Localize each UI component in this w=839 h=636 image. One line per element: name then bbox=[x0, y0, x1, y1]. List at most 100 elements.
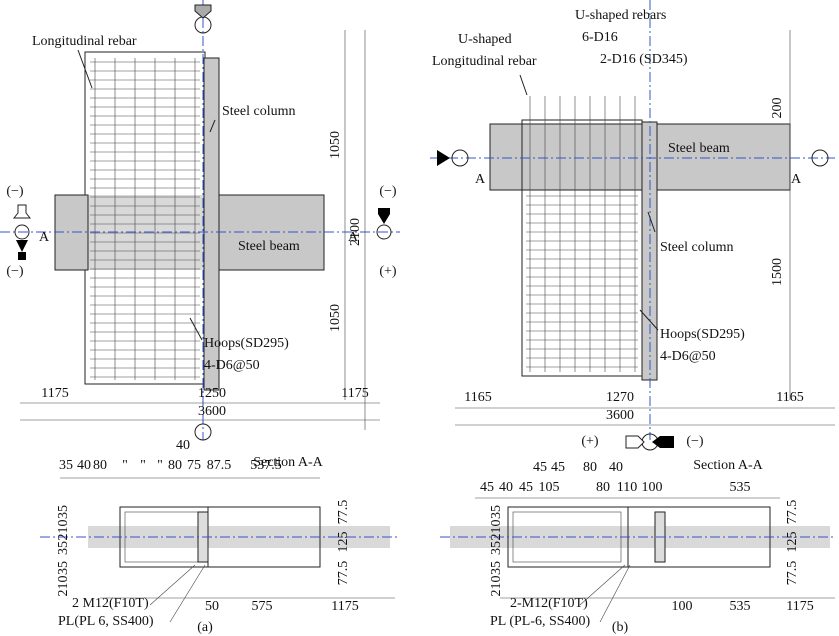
leader bbox=[520, 75, 527, 95]
label: 105 bbox=[539, 480, 560, 495]
label: PL (PL-6, SS400) bbox=[490, 614, 591, 629]
label: (+) bbox=[379, 264, 397, 279]
label: 1050 bbox=[328, 304, 343, 332]
label: 80 bbox=[168, 458, 182, 473]
load-arrow bbox=[626, 436, 644, 448]
label: Section A-A bbox=[693, 458, 763, 473]
label: (+) bbox=[581, 434, 599, 449]
label: 1270 bbox=[606, 390, 634, 405]
label: 50 bbox=[205, 599, 219, 614]
label: 80 bbox=[583, 460, 597, 475]
label: 80 bbox=[596, 480, 610, 495]
label: Steel beam bbox=[668, 141, 730, 156]
label: Steel beam bbox=[238, 239, 300, 254]
label: 35 bbox=[59, 458, 73, 473]
leader bbox=[170, 565, 205, 622]
label: 35 bbox=[56, 561, 71, 575]
label: (−) bbox=[379, 184, 397, 199]
label: 2 M12(F10T) bbox=[72, 596, 149, 611]
label: 3600 bbox=[606, 408, 634, 423]
label: 35 bbox=[489, 505, 504, 519]
label: Steel column bbox=[660, 240, 734, 255]
label: Steel column bbox=[222, 104, 296, 119]
load-arrow bbox=[378, 208, 390, 224]
load-arrow bbox=[437, 150, 450, 166]
label: 210 bbox=[56, 576, 71, 597]
label: Longitudinal rebar bbox=[32, 34, 137, 49]
label: 4-D6@50 bbox=[204, 358, 260, 373]
label: 45 bbox=[480, 480, 494, 495]
label: 100 bbox=[672, 599, 693, 614]
label: 87.5 bbox=[207, 458, 232, 473]
label: A bbox=[791, 172, 802, 187]
steel-column bbox=[642, 122, 657, 380]
label: 77.5 bbox=[336, 561, 351, 586]
label: 2-D16 (SD345) bbox=[600, 52, 688, 67]
label: A bbox=[348, 230, 359, 245]
load-arrow bbox=[16, 240, 28, 260]
label: U-shaped bbox=[458, 32, 512, 47]
label: 1175 bbox=[331, 599, 358, 614]
label: 535 bbox=[730, 599, 751, 614]
label: " bbox=[157, 458, 163, 473]
label: (−) bbox=[6, 184, 24, 199]
label: 575 bbox=[252, 599, 273, 614]
load-arrow bbox=[14, 205, 30, 218]
label: U-shaped rebars bbox=[575, 8, 666, 23]
panel-a-drawing bbox=[0, 0, 400, 440]
label: 35 bbox=[56, 505, 71, 519]
label: 100 bbox=[642, 480, 663, 495]
load-arrow bbox=[652, 436, 674, 448]
label: 45 bbox=[551, 460, 565, 475]
label: (a) bbox=[197, 620, 213, 635]
steel-beam bbox=[490, 124, 790, 190]
label: 40 bbox=[176, 438, 190, 453]
label: 3600 bbox=[198, 404, 226, 419]
load-arrow bbox=[195, 5, 211, 18]
label: PL(PL 6, SS400) bbox=[58, 614, 154, 629]
label: 1165 bbox=[464, 390, 491, 405]
label: 125 bbox=[785, 532, 800, 553]
label: 210 bbox=[489, 576, 504, 597]
label: 77.5 bbox=[785, 561, 800, 586]
leader bbox=[190, 318, 202, 340]
label: " bbox=[122, 458, 128, 473]
label: (−) bbox=[6, 264, 24, 279]
leader bbox=[150, 565, 195, 605]
label: Longitudinal rebar bbox=[432, 54, 537, 69]
label: (−) bbox=[686, 434, 704, 449]
label: A bbox=[475, 172, 486, 187]
label: 6-D16 bbox=[582, 30, 618, 45]
label: 110 bbox=[617, 480, 637, 495]
label: 535 bbox=[730, 480, 751, 495]
figure: Longitudinal rebar Steel column Steel beam… bbox=[0, 0, 839, 636]
label: 75 bbox=[187, 458, 201, 473]
label: 4-D6@50 bbox=[660, 349, 716, 364]
label: 1175 bbox=[41, 386, 68, 401]
label: (b) bbox=[612, 620, 629, 635]
label: 210 bbox=[489, 520, 504, 541]
label: Hoops(SD295) bbox=[660, 327, 745, 342]
label: 210 bbox=[56, 520, 71, 541]
label: 40 bbox=[609, 460, 623, 475]
label: 537.5 bbox=[250, 458, 282, 473]
label: 45 bbox=[533, 460, 547, 475]
label: 125 bbox=[336, 532, 351, 553]
label: 1500 bbox=[770, 258, 785, 286]
label: A bbox=[39, 230, 50, 245]
label: 1175 bbox=[341, 386, 368, 401]
label: 35 bbox=[489, 561, 504, 575]
label: 40 bbox=[77, 458, 91, 473]
label: 2-M12(F10T) bbox=[510, 596, 588, 611]
label: 40 bbox=[499, 480, 513, 495]
label: 35 bbox=[56, 541, 71, 555]
label: 1050 bbox=[328, 131, 343, 159]
label: 1250 bbox=[198, 386, 226, 401]
label: 200 bbox=[770, 98, 785, 119]
label: 77.5 bbox=[785, 500, 800, 525]
label: 80 bbox=[93, 458, 107, 473]
label: 45 bbox=[519, 480, 533, 495]
label: 1165 bbox=[776, 390, 803, 405]
label: Hoops(SD295) bbox=[204, 336, 289, 351]
label: " bbox=[140, 458, 146, 473]
